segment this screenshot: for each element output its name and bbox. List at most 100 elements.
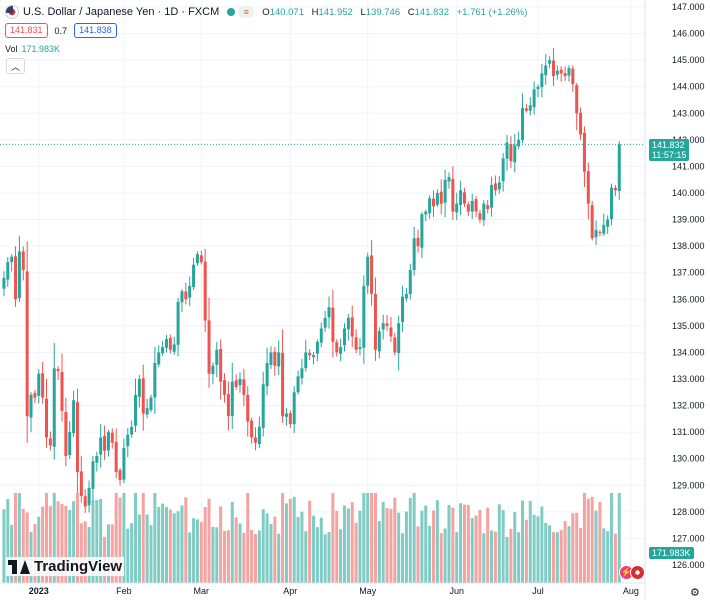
volume-bar [269, 523, 273, 583]
candle-body [373, 293, 377, 350]
volume-bar [253, 534, 257, 583]
candle-body [319, 328, 323, 343]
candle-body [377, 331, 381, 352]
volume-label: Vol [5, 44, 18, 54]
volume-bar [381, 502, 385, 583]
candle-body [397, 323, 401, 354]
volume-bar [315, 527, 319, 583]
candle-body [315, 341, 319, 354]
volume-bar [370, 493, 374, 583]
candle-body [478, 213, 482, 220]
volume-bar [37, 516, 41, 583]
change-value: +1.761 (+1.26%) [456, 6, 528, 18]
price-tick-label: 137.000 [672, 268, 705, 278]
candle-body [582, 132, 586, 172]
candle-body [335, 342, 339, 353]
candle-body [48, 438, 52, 446]
sell-button[interactable]: 141.831 [5, 23, 48, 38]
volume-bar [281, 493, 285, 583]
candle-body [513, 145, 517, 163]
price-tick-label: 135.000 [672, 321, 705, 331]
symbol-title[interactable]: U.S. Dollar / Japanese Yen · 1D · FXCM [23, 6, 220, 18]
candle-body [41, 373, 45, 398]
volume-bar [474, 515, 478, 583]
volume-bar [246, 493, 250, 583]
volume-bar [497, 504, 501, 583]
candle-body [428, 198, 432, 214]
time-tick-label: 2023 [29, 586, 49, 596]
time-tick-label: Feb [116, 586, 132, 596]
candle-body [72, 400, 76, 434]
volume-bar [176, 511, 180, 583]
candle-body [470, 200, 474, 212]
volume-bar [462, 504, 466, 583]
candle-body [416, 237, 420, 247]
volume-bar [48, 506, 52, 583]
volume-bar [404, 511, 408, 583]
volume-bar [524, 519, 528, 583]
candle-body [234, 380, 238, 387]
volume-bar [33, 523, 37, 583]
volume-bar [532, 514, 536, 583]
volume-bar [91, 500, 95, 583]
candle-body [91, 461, 95, 489]
candle-body [99, 437, 103, 455]
price-tick-label: 132.000 [672, 401, 705, 411]
volume-bar [21, 508, 25, 583]
candle-body [308, 352, 312, 356]
volume-bar [602, 528, 606, 583]
candle-body [83, 496, 87, 507]
volume-bar [172, 513, 176, 583]
price-tick-label: 147.000 [672, 2, 705, 12]
candle-body [300, 368, 304, 379]
volume-bar [242, 532, 246, 583]
volume-bar [215, 527, 219, 583]
candle-body [149, 397, 153, 411]
volume-bar [331, 493, 335, 583]
price-tick-label: 145.000 [672, 55, 705, 65]
volume-bar [95, 500, 99, 583]
tradingview-logo[interactable]: TradingView [6, 557, 125, 576]
volume-bar [327, 532, 331, 583]
buy-button[interactable]: 141.838 [74, 23, 117, 38]
candle-body [2, 278, 6, 289]
candle-body [459, 190, 463, 206]
price-tick-label: 138.000 [672, 241, 705, 251]
volume-bar [219, 506, 223, 583]
price-tick-label: 127.000 [672, 533, 705, 543]
volume-bar [551, 532, 555, 583]
candle-body [540, 73, 544, 87]
candle-body [346, 317, 350, 330]
volume-bar [319, 517, 323, 583]
volume-bar [312, 515, 316, 583]
volume-bar [265, 513, 269, 583]
volume-bar [207, 498, 211, 583]
candle-body [203, 261, 207, 321]
volume-bar [563, 521, 567, 583]
volume-bar [277, 533, 281, 583]
candle-body [195, 254, 199, 264]
candle-body [17, 251, 21, 299]
flag-pill-icon[interactable]: ≡ [238, 6, 255, 18]
candle-body [544, 65, 548, 76]
candle-body [490, 185, 494, 208]
chevron-up-icon[interactable]: ︿ [6, 58, 25, 74]
candle-body [56, 368, 60, 372]
candle-body [168, 337, 172, 350]
volume-bar [308, 500, 312, 583]
candle-body [385, 323, 389, 326]
volume-bar [613, 533, 617, 583]
candle-body [64, 411, 68, 457]
us-event-flag-icon[interactable] [630, 565, 645, 580]
candle-body [509, 144, 513, 162]
volume-bar [408, 497, 412, 583]
candle-body [277, 352, 281, 367]
volume-bar [490, 530, 494, 583]
volume-bar [459, 503, 463, 583]
gear-icon[interactable]: ⚙ [690, 587, 700, 599]
candle-body [462, 192, 466, 204]
time-tick-label: Mar [194, 586, 210, 596]
candle-body [304, 352, 308, 369]
volume-bar [335, 510, 339, 583]
